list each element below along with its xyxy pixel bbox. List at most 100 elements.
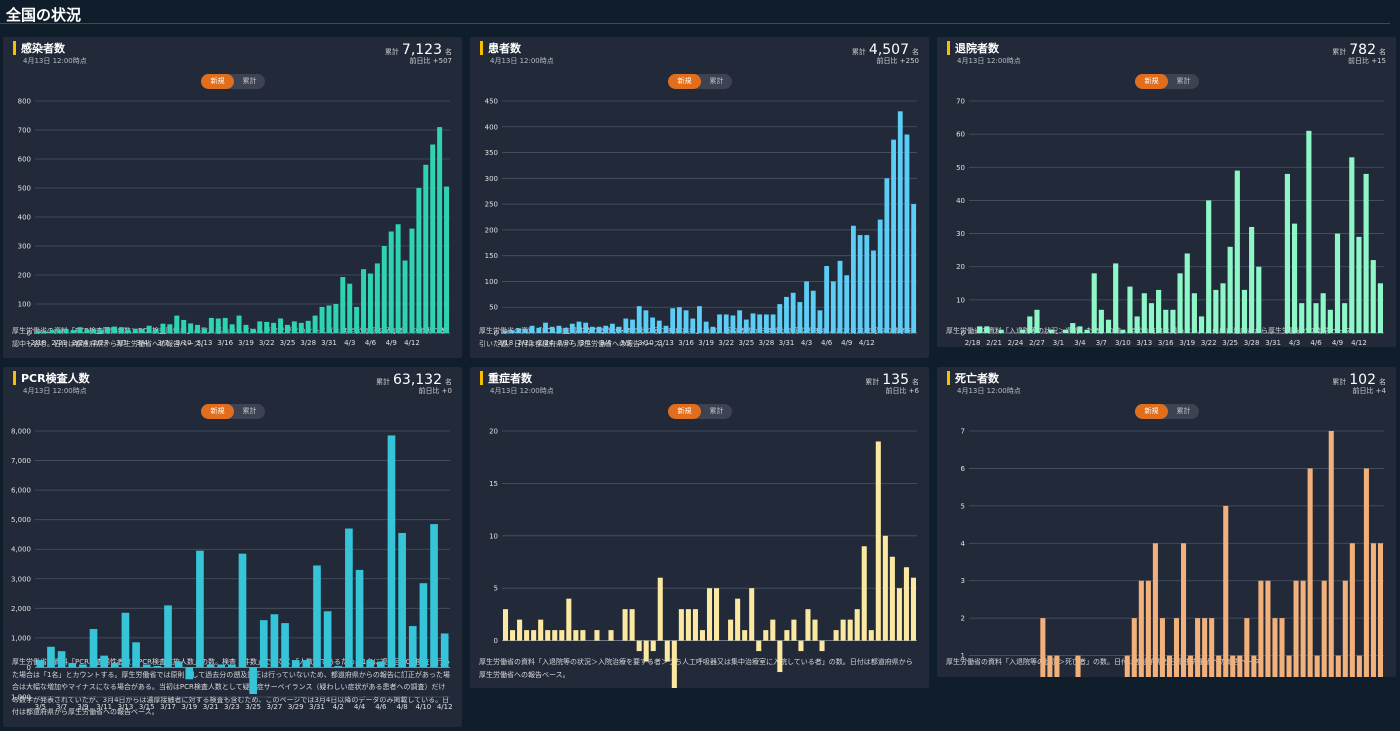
bar (1159, 618, 1165, 677)
x-tick-label: 3/19 (1179, 339, 1195, 347)
total-block: 累計 102 名 (1332, 369, 1386, 388)
bar (381, 246, 387, 333)
x-tick-label: 4/10 (416, 703, 432, 711)
bar (167, 324, 173, 333)
bar (509, 330, 515, 333)
toggle-cumulative-button[interactable]: 累計 (709, 407, 724, 415)
bar (1148, 303, 1155, 333)
total-label: 累計 (851, 48, 866, 56)
mode-toggle: 新規 累計 (1135, 404, 1199, 419)
bar (1230, 655, 1236, 677)
day-over-day: 前日比 +250 (876, 57, 919, 65)
bar (549, 326, 555, 333)
y-tick-label: 300 (18, 243, 31, 251)
total-label: 累計 (376, 378, 390, 386)
toggle-cumulative-button[interactable]: 累計 (242, 407, 257, 415)
bar (174, 661, 183, 668)
bar (576, 321, 582, 333)
bar (643, 310, 649, 333)
y-tick-label: 7,000 (11, 457, 31, 465)
bar (49, 330, 55, 333)
bar (510, 630, 516, 641)
x-tick-label: 3/9 (77, 703, 88, 711)
y-tick-label: 100 (18, 301, 31, 309)
bar (1256, 266, 1262, 333)
bar (229, 324, 235, 333)
bar (1291, 223, 1298, 333)
y-tick-label: 50 (489, 304, 498, 312)
bar (281, 623, 289, 668)
bar (196, 550, 204, 668)
x-tick-label: 3/7 (620, 339, 631, 347)
bar (656, 320, 662, 333)
bar (340, 277, 346, 333)
y-tick-label: 400 (485, 123, 498, 131)
bar (1124, 655, 1130, 677)
bar (1138, 580, 1144, 677)
update-time: 4月13日 12:00時点 (490, 57, 554, 65)
bar (742, 630, 748, 641)
bar (837, 260, 843, 333)
x-tick-label: 3/11 (96, 703, 112, 711)
bar (770, 314, 776, 333)
bar (1328, 431, 1334, 677)
toggle-new-button[interactable]: 新規 (201, 74, 234, 89)
update-time: 4月13日 12:00時点 (957, 387, 1021, 395)
x-tick-label: 4/6 (821, 339, 833, 347)
x-tick-label: 3/13 (197, 339, 213, 347)
x-tick-label: 3/13 (118, 703, 134, 711)
bar (911, 204, 917, 333)
y-tick-label: 50 (956, 164, 965, 172)
update-time: 4月13日 12:00時点 (957, 57, 1021, 65)
bar (1342, 303, 1348, 333)
toggle-new-button[interactable]: 新規 (201, 404, 234, 419)
bar (763, 630, 769, 641)
toggle-new-button[interactable]: 新規 (1135, 404, 1168, 419)
bar-chart: 0 50 100 150 200 250 300 350 400 450 2/18 2/21 2/24 2… (485, 98, 917, 347)
bar (857, 235, 863, 333)
day-over-day: 前日比 +6 (885, 387, 919, 395)
bar (810, 290, 816, 333)
bar (259, 620, 268, 668)
toggle-cumulative-button[interactable]: 累計 (242, 77, 257, 85)
bar (236, 315, 242, 333)
x-tick-label: 3/7 (157, 339, 168, 347)
bar (1216, 655, 1222, 677)
toggle-cumulative-button[interactable]: 累計 (1176, 407, 1191, 415)
bar (559, 630, 565, 641)
bar (374, 263, 380, 333)
bar (89, 629, 98, 668)
toggle-cumulative-button[interactable]: 累計 (1176, 77, 1191, 85)
bar (354, 306, 360, 333)
toggle-cumulative-button[interactable]: 累計 (709, 77, 724, 85)
bar (284, 324, 290, 333)
bar (777, 640, 783, 673)
bar (1098, 309, 1104, 333)
bar (1105, 319, 1112, 333)
bar (334, 665, 343, 668)
y-tick-label: 10 (956, 296, 965, 304)
x-tick-label: 3/10 (176, 339, 192, 347)
x-tick-label: 3/10 (638, 339, 654, 347)
bar (630, 319, 635, 333)
bar (291, 660, 300, 668)
bar (847, 619, 853, 641)
bar (367, 273, 373, 333)
bar (1145, 580, 1151, 677)
bar (1127, 286, 1133, 333)
total-unit: 名 (445, 48, 452, 56)
x-tick-label: 3/1 (580, 339, 591, 347)
bar (538, 619, 544, 641)
bar (1237, 655, 1243, 677)
bar (63, 328, 69, 333)
toggle-new-button[interactable]: 新規 (1135, 74, 1168, 89)
y-tick-label: 4 (961, 540, 966, 548)
toggle-new-button[interactable]: 新規 (668, 74, 701, 89)
bar (1206, 200, 1212, 333)
bar (1313, 303, 1319, 333)
x-tick-label: 2/18 (965, 339, 981, 347)
bar (763, 314, 769, 333)
x-tick-label: 3/17 (160, 703, 176, 711)
toggle-new-button[interactable]: 新規 (668, 404, 701, 419)
